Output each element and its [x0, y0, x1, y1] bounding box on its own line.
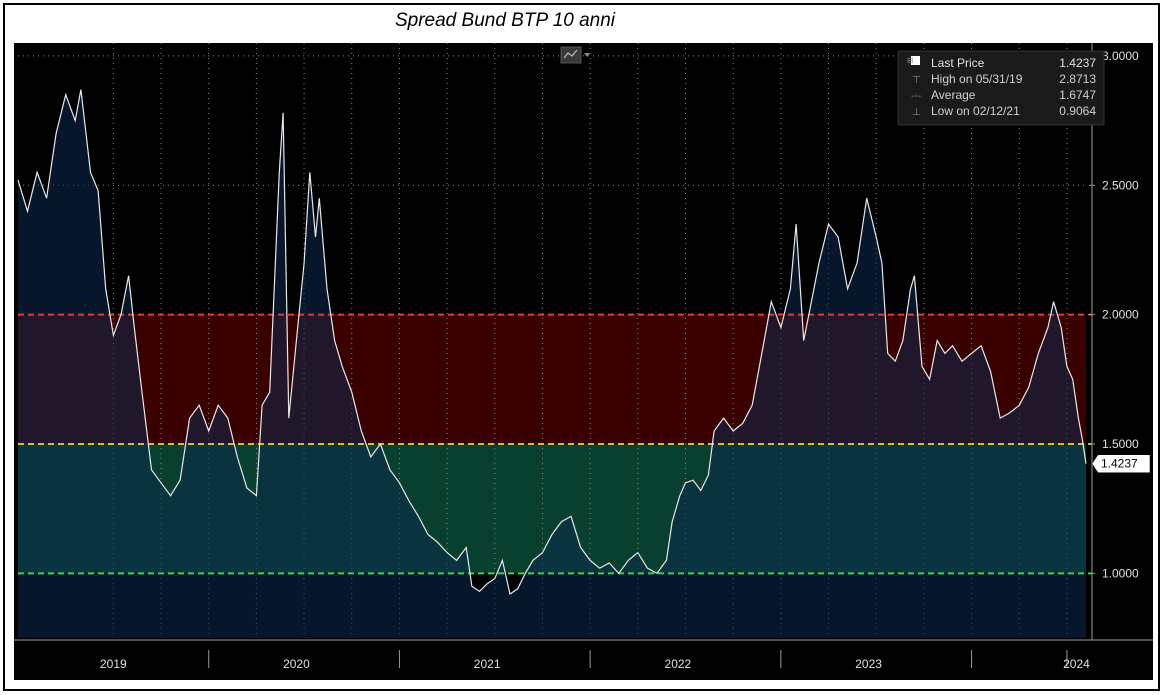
x-tick-label: 2020	[283, 657, 310, 671]
low-marker-icon: ⊥	[912, 107, 921, 118]
legend-high-label: High on 05/31/19	[931, 72, 1023, 86]
y-tick-label: 2.0000	[1102, 308, 1139, 322]
collapse-icon[interactable]: ⊟	[907, 56, 914, 65]
high-marker-icon: ⊤	[912, 75, 921, 86]
legend-average-value: 1.6747	[1059, 88, 1096, 102]
y-tick-label: 1.5000	[1102, 437, 1139, 451]
chart-type-toggle-icon[interactable]	[560, 46, 590, 64]
y-axis: 3.0000 2.5000 2.0000 1.5000 1.0000	[1089, 43, 1139, 640]
legend-low-value: 0.9064	[1059, 104, 1096, 118]
last-price-swatch	[911, 56, 920, 65]
line-layer	[17, 89, 1087, 595]
x-tick-label: 2019	[100, 657, 127, 671]
x-tick-label: 2024	[1063, 657, 1090, 671]
legend-low-label: Low on 02/12/21	[931, 104, 1020, 118]
last-value-tag: 1.4237	[1091, 454, 1151, 473]
y-tick-label: 3.0000	[1102, 49, 1139, 63]
y-tick-label: 2.5000	[1102, 178, 1139, 192]
legend-last-price-label: Last Price	[931, 56, 985, 70]
chart-panel: 3.0000 2.5000 2.0000 1.5000 1.0000 2019 2020 2…	[14, 43, 1153, 680]
y-tick-label: 1.0000	[1102, 566, 1139, 580]
legend-last-price-value: 1.4237	[1059, 56, 1096, 70]
chart-title: Spread Bund BTP 10 anni	[394, 10, 616, 31]
legend: ⊟ Last Price 1.4237 ⊤ High on 05/31/19 2…	[897, 50, 1105, 126]
x-tick-label: 2022	[665, 657, 692, 671]
reference-lines-layer	[18, 313, 1092, 575]
x-tick-label: 2021	[474, 657, 501, 671]
series-line	[17, 89, 1087, 595]
average-marker-icon: -◦-	[911, 91, 921, 102]
legend-high-value: 2.8713	[1059, 72, 1096, 86]
legend-average-label: Average	[931, 88, 976, 102]
x-tick-label: 2023	[855, 657, 882, 671]
x-axis: 2019 2020 2021 2022 2023 2024	[14, 639, 1153, 671]
last-value-label: 1.4237	[1101, 457, 1138, 471]
legend-box	[897, 50, 1105, 126]
